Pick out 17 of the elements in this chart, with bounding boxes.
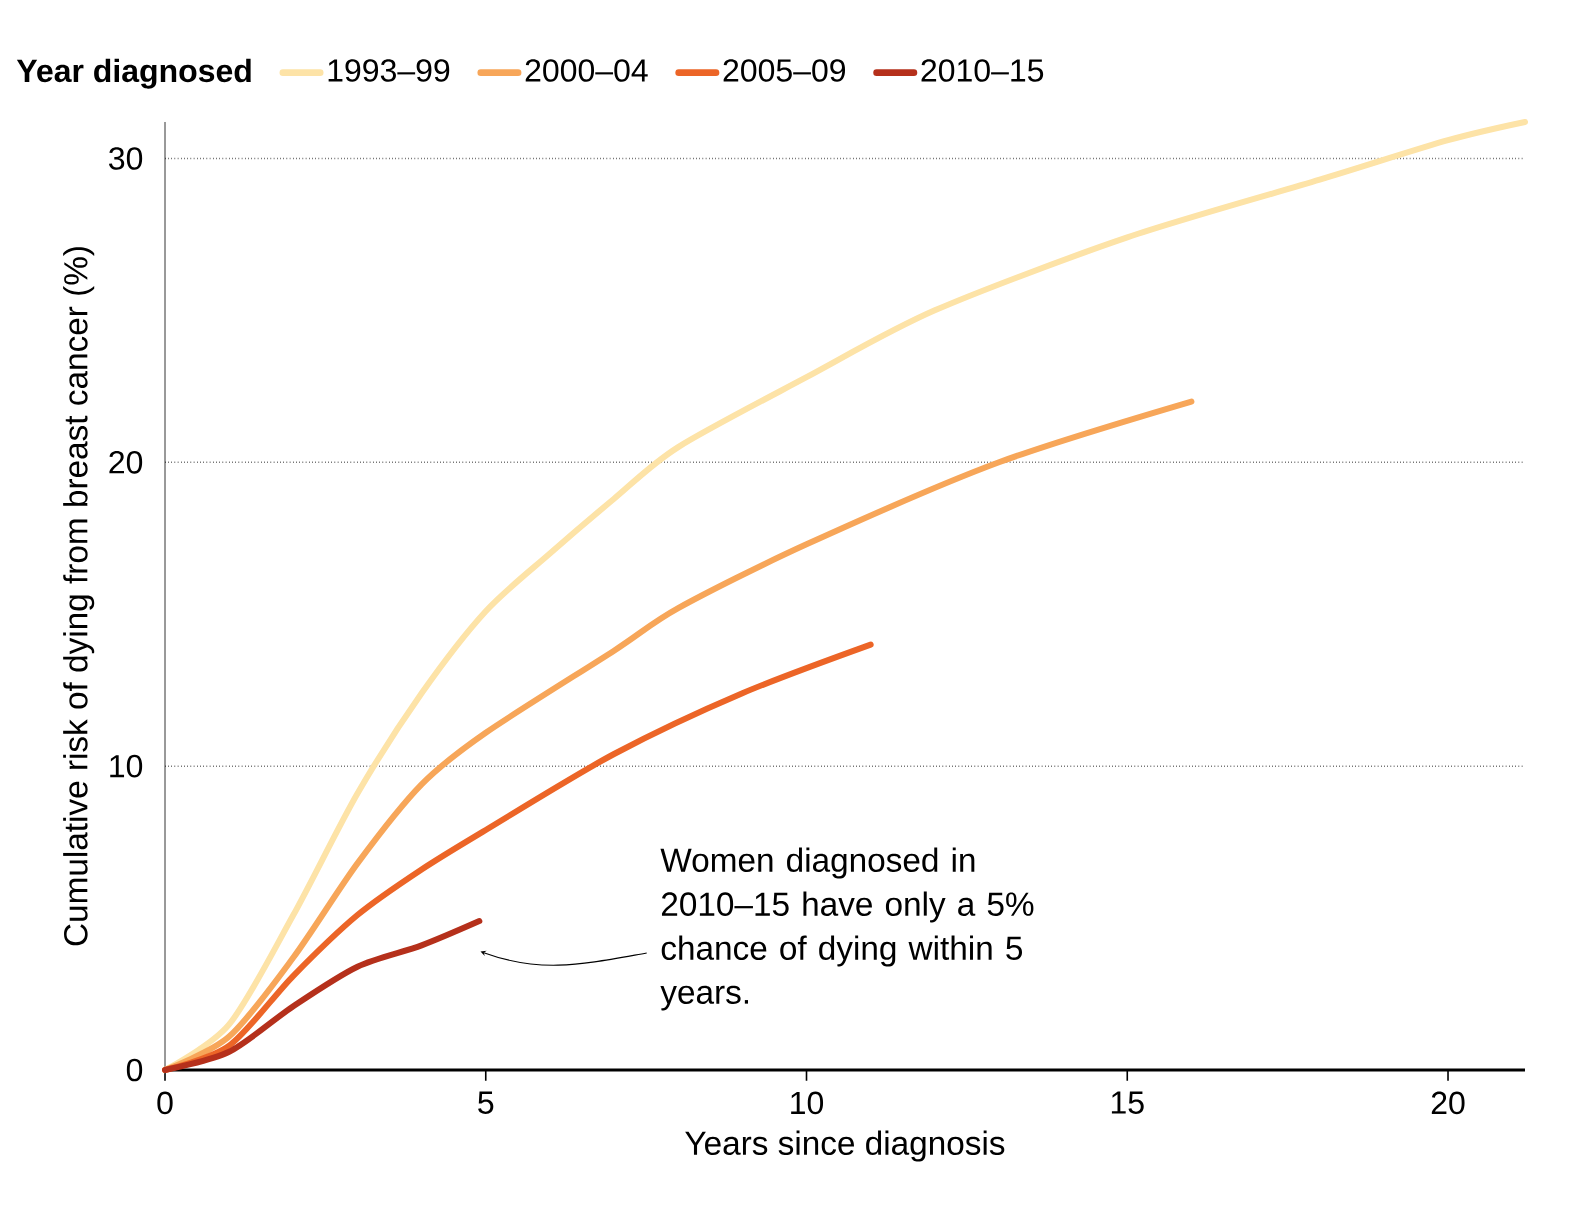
annotation: Women diagnosed in 2010–15 have only a 5% chance of dying within 5 years. [660,847,1034,1011]
y-axis-title: Cumulative risk of dying from breast cancer (%) [63,247,95,946]
x-tick-label: 5 [478,1091,494,1114]
y-tick-label: 10 [110,754,143,778]
legend-label: 2005–09 [723,59,846,82]
legend-label: 2010–15 [921,59,1044,82]
x-axis-title: Years since diagnosis [685,1130,1005,1162]
x-tick-label: 20 [1431,1091,1465,1115]
y-tick-label: 20 [109,450,143,474]
legend-label: 1993–99 [328,59,450,82]
y-tick-label: 30 [109,147,143,170]
legend-title: Year diagnosed [16,58,251,89]
x-tick-label: 15 [1111,1091,1144,1114]
y-tick-label: 0 [126,1058,143,1082]
x-tick-label: 0 [157,1091,173,1115]
x-tick-label: 10 [791,1091,824,1115]
legend-label: 2000–04 [525,59,648,82]
